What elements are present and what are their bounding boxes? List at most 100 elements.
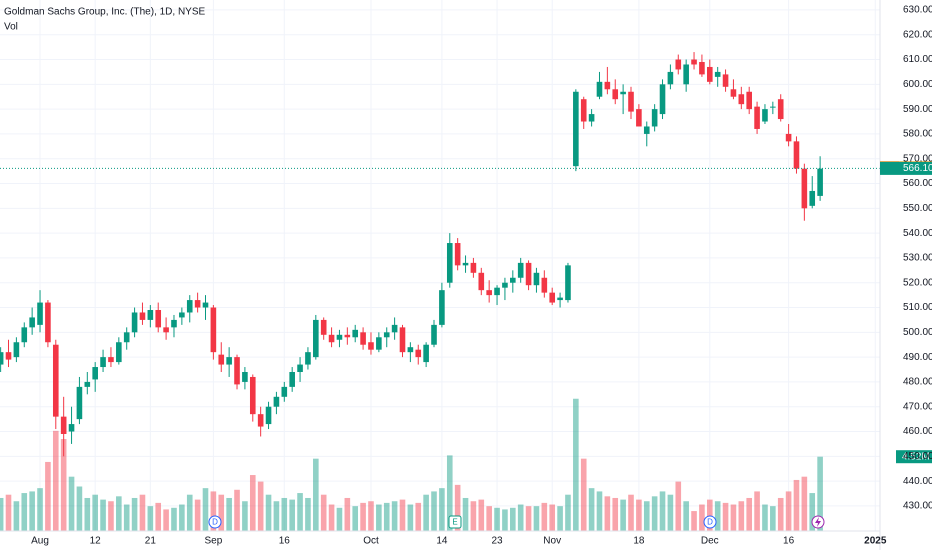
volume-bar	[604, 496, 611, 531]
candle-body	[0, 352, 4, 365]
volume-bar	[171, 507, 177, 531]
candle-body	[218, 354, 225, 365]
candle-body	[801, 168, 808, 209]
volume-bar	[439, 488, 445, 531]
y-tick-label: 630.00	[903, 5, 932, 16]
volume-bar	[494, 507, 500, 531]
candle-body	[360, 332, 366, 345]
y-tick-label: 590.00	[903, 104, 932, 115]
candle-body	[423, 344, 429, 363]
volume-bar	[675, 481, 682, 531]
candle-body	[210, 307, 217, 353]
lightning-icon	[815, 517, 821, 527]
y-tick-label: 610.00	[903, 54, 932, 65]
candle-body	[620, 91, 626, 95]
volume-bar	[659, 491, 666, 531]
volume-bar	[533, 506, 540, 531]
volume-bar	[730, 504, 737, 531]
volume-bar	[376, 504, 382, 531]
candle-body	[494, 287, 500, 296]
candle-body	[533, 272, 540, 286]
volume-bar	[29, 491, 35, 531]
volume-bar	[234, 489, 240, 531]
candle-body	[92, 367, 98, 380]
volume-bar	[415, 502, 422, 531]
candle-body	[194, 300, 201, 308]
volume-bar	[226, 497, 232, 531]
candle-body	[722, 74, 729, 87]
marker-text: E	[452, 518, 457, 527]
candle-body	[336, 334, 343, 340]
volume-bar	[706, 499, 713, 531]
y-tick-label: 570.00	[903, 153, 932, 164]
candle-body	[376, 337, 382, 350]
volume-bar	[249, 475, 256, 531]
volume-bar	[478, 499, 485, 531]
candle-body	[580, 99, 587, 122]
x-tick-label: 12	[90, 536, 102, 547]
candle-body	[305, 352, 311, 365]
volume-bar	[202, 488, 209, 531]
volume-bar	[557, 506, 563, 531]
marker-circle	[703, 515, 717, 529]
marker-text: D	[707, 518, 713, 527]
volume-bar	[383, 502, 390, 531]
volume-bar	[100, 499, 106, 531]
candle-body	[289, 372, 295, 387]
candle-body	[557, 297, 563, 301]
candle-body	[352, 329, 359, 338]
candle-body	[328, 334, 335, 343]
y-tick-label: 520.00	[903, 277, 932, 288]
candle-body	[139, 312, 146, 320]
chart-title: Goldman Sachs Group, Inc. (The), 1D, NYS…	[4, 7, 206, 18]
candle-body	[407, 347, 414, 353]
candle-body	[541, 277, 548, 293]
volume-bar	[565, 494, 571, 531]
candle-body	[313, 319, 319, 358]
volume-bar	[84, 497, 91, 531]
last-price-tag	[880, 161, 932, 175]
volume-bar	[667, 494, 674, 531]
volume-bar	[817, 456, 823, 531]
volume-bar	[320, 494, 327, 531]
volume-label: Vol	[4, 22, 18, 33]
candle-body	[123, 332, 130, 343]
y-tick-label: 470.00	[903, 401, 932, 412]
candle-body	[738, 94, 745, 105]
marker-text: D	[212, 518, 218, 527]
volume-bar	[139, 494, 146, 531]
volume-bar	[352, 506, 359, 531]
volume-bar	[336, 507, 343, 531]
y-tick-label: 490.00	[903, 352, 932, 363]
volume-bar	[13, 501, 20, 531]
dividend-marker[interactable]: D	[208, 515, 222, 529]
candle-body	[431, 324, 437, 345]
dividend-marker[interactable]: D	[703, 515, 717, 529]
y-tick-label: 510.00	[903, 302, 932, 313]
volume-bar	[714, 501, 721, 531]
candle-body	[368, 342, 374, 350]
candle-body	[226, 357, 232, 365]
volume-bar	[328, 504, 335, 531]
volume-bar	[52, 430, 59, 531]
volume-bar	[391, 501, 398, 531]
candle-body	[636, 109, 642, 127]
y-tick-label: 560.00	[903, 178, 932, 189]
candle-body	[770, 106, 776, 108]
volume-tag	[896, 450, 932, 464]
volume-bar	[210, 491, 217, 531]
split-marker[interactable]	[811, 515, 825, 529]
candle-body	[399, 327, 406, 353]
volume-bar	[777, 497, 784, 531]
candle-body	[478, 272, 485, 291]
candle-body	[612, 89, 619, 100]
candle-body	[675, 59, 682, 70]
volume-bar	[344, 497, 351, 531]
candle-body	[391, 324, 398, 333]
x-tick-label: 14	[436, 536, 448, 547]
volume-bar	[289, 499, 295, 531]
earnings-marker[interactable]: E	[448, 515, 462, 529]
candle-body	[746, 91, 752, 110]
volume-bar	[92, 494, 98, 531]
